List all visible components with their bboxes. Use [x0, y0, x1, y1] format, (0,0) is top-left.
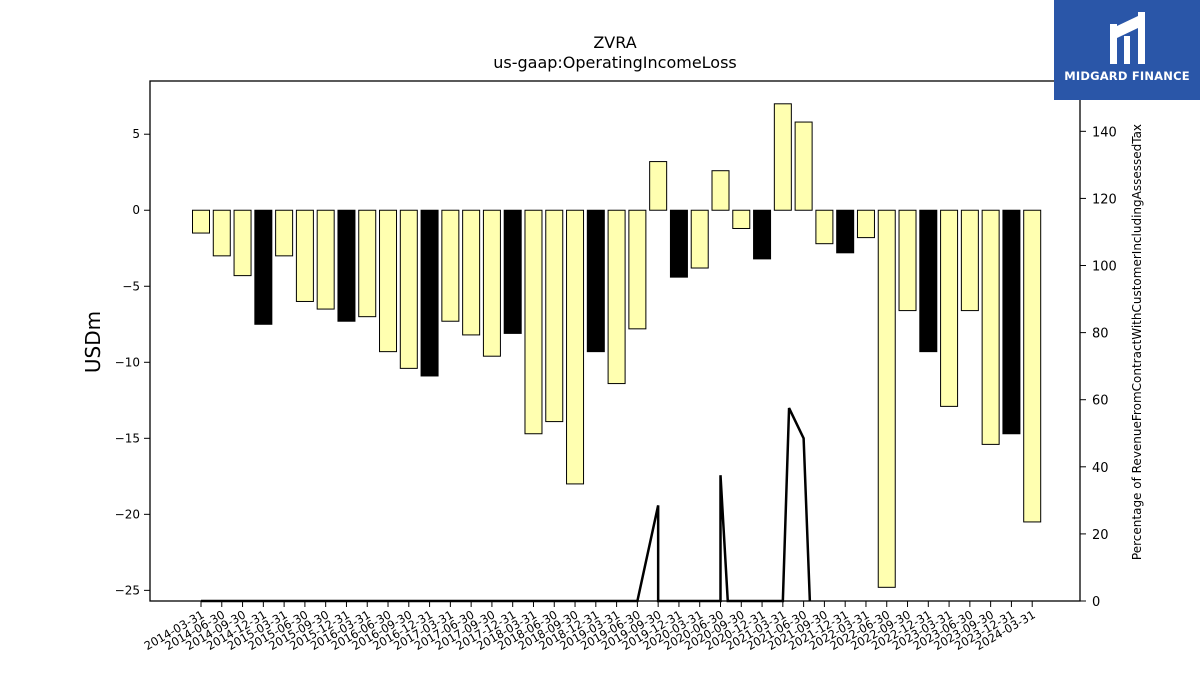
y-tick-label: −10 [115, 355, 140, 369]
y2-tick-label: 100 [1092, 260, 1117, 275]
brand-logo: MIDGARD FINANCE [1054, 0, 1200, 100]
bar-2023-06-30 [960, 209, 979, 312]
line-layer [201, 407, 812, 603]
bar-2016-06-30 [379, 209, 398, 353]
midgard-logo-icon [1110, 12, 1145, 64]
bar-2015-12-31 [337, 209, 356, 322]
bar-2021-09-30 [815, 209, 834, 245]
bar-2014-12-31 [254, 209, 273, 325]
bar-2014-09-30 [233, 209, 252, 277]
bar-2019-12-31 [669, 209, 688, 278]
bar-2021-06-30 [794, 121, 813, 211]
y2-tick-label: 80 [1092, 327, 1109, 342]
bar-2023-12-31 [1002, 209, 1021, 435]
chart-title: ZVRA [593, 33, 636, 52]
bar-2014-03-31 [192, 209, 210, 234]
y2-axis-label: Percentage of RevenueFromContractWithCus… [1130, 124, 1144, 560]
logo-text: MIDGARD FINANCE [1064, 69, 1190, 83]
bar-2022-09-30 [898, 209, 917, 312]
bar-2017-03-31 [441, 209, 460, 322]
y-tick-label: −25 [115, 583, 140, 597]
axes-layer: 50−5−10−15−20−250204060801001201402014-0… [115, 125, 1117, 653]
bar-2015-03-31 [275, 209, 294, 257]
bar-2015-09-30 [316, 209, 335, 310]
bar-2020-06-30 [711, 170, 730, 211]
chart-subtitle: us-gaap:OperatingIncomeLoss [493, 53, 737, 72]
y-tick-label: −15 [115, 431, 140, 445]
y2-tick-label: 20 [1092, 528, 1109, 543]
y-tick-label: 0 [132, 203, 140, 217]
y2-tick-label: 40 [1092, 461, 1109, 476]
y-tick-label: −20 [115, 507, 140, 521]
bar-2022-03-31 [856, 209, 875, 239]
bars-layer [192, 103, 1042, 588]
bar-2017-12-31 [503, 209, 522, 334]
y2-tick-label: 60 [1092, 394, 1109, 409]
bar-2020-03-31 [690, 209, 709, 269]
bar-2019-06-30 [628, 209, 647, 330]
bar-2016-12-31 [420, 209, 439, 377]
bar-2021-12-31 [836, 209, 855, 254]
bar-2017-09-30 [482, 209, 501, 357]
y2-tick-label: 140 [1092, 125, 1117, 140]
bar-2014-06-30 [212, 209, 231, 257]
bar-2019-09-30 [649, 161, 668, 211]
bar-2023-03-31 [940, 209, 959, 407]
bar-2018-12-31 [586, 209, 605, 353]
line-series-percentage [201, 407, 812, 603]
y-tick-label: 5 [132, 127, 140, 141]
bar-2017-06-30 [462, 209, 481, 336]
bar-2020-09-30 [732, 209, 751, 229]
bar-2015-06-30 [295, 209, 314, 302]
bar-2020-12-31 [753, 209, 772, 260]
bar-2016-03-31 [358, 209, 377, 318]
bar-2022-12-31 [919, 209, 938, 353]
bar-2024-03-31 [1023, 209, 1042, 523]
plot-frame [149, 80, 1081, 602]
bar-2018-03-31 [524, 209, 543, 435]
y2-tick-label: 0 [1092, 595, 1100, 610]
bar-2018-09-30 [566, 209, 585, 485]
y-axis-label: USDm [81, 311, 105, 373]
bar-2023-09-30 [981, 209, 1000, 445]
bar-2016-09-30 [399, 209, 418, 369]
y2-tick-label: 120 [1092, 192, 1117, 207]
bar-2019-03-31 [607, 209, 626, 385]
bar-2022-06-30 [877, 209, 896, 588]
y-tick-label: −5 [122, 279, 140, 293]
bar-2021-03-31 [773, 103, 792, 211]
bar-2018-06-30 [545, 209, 564, 423]
